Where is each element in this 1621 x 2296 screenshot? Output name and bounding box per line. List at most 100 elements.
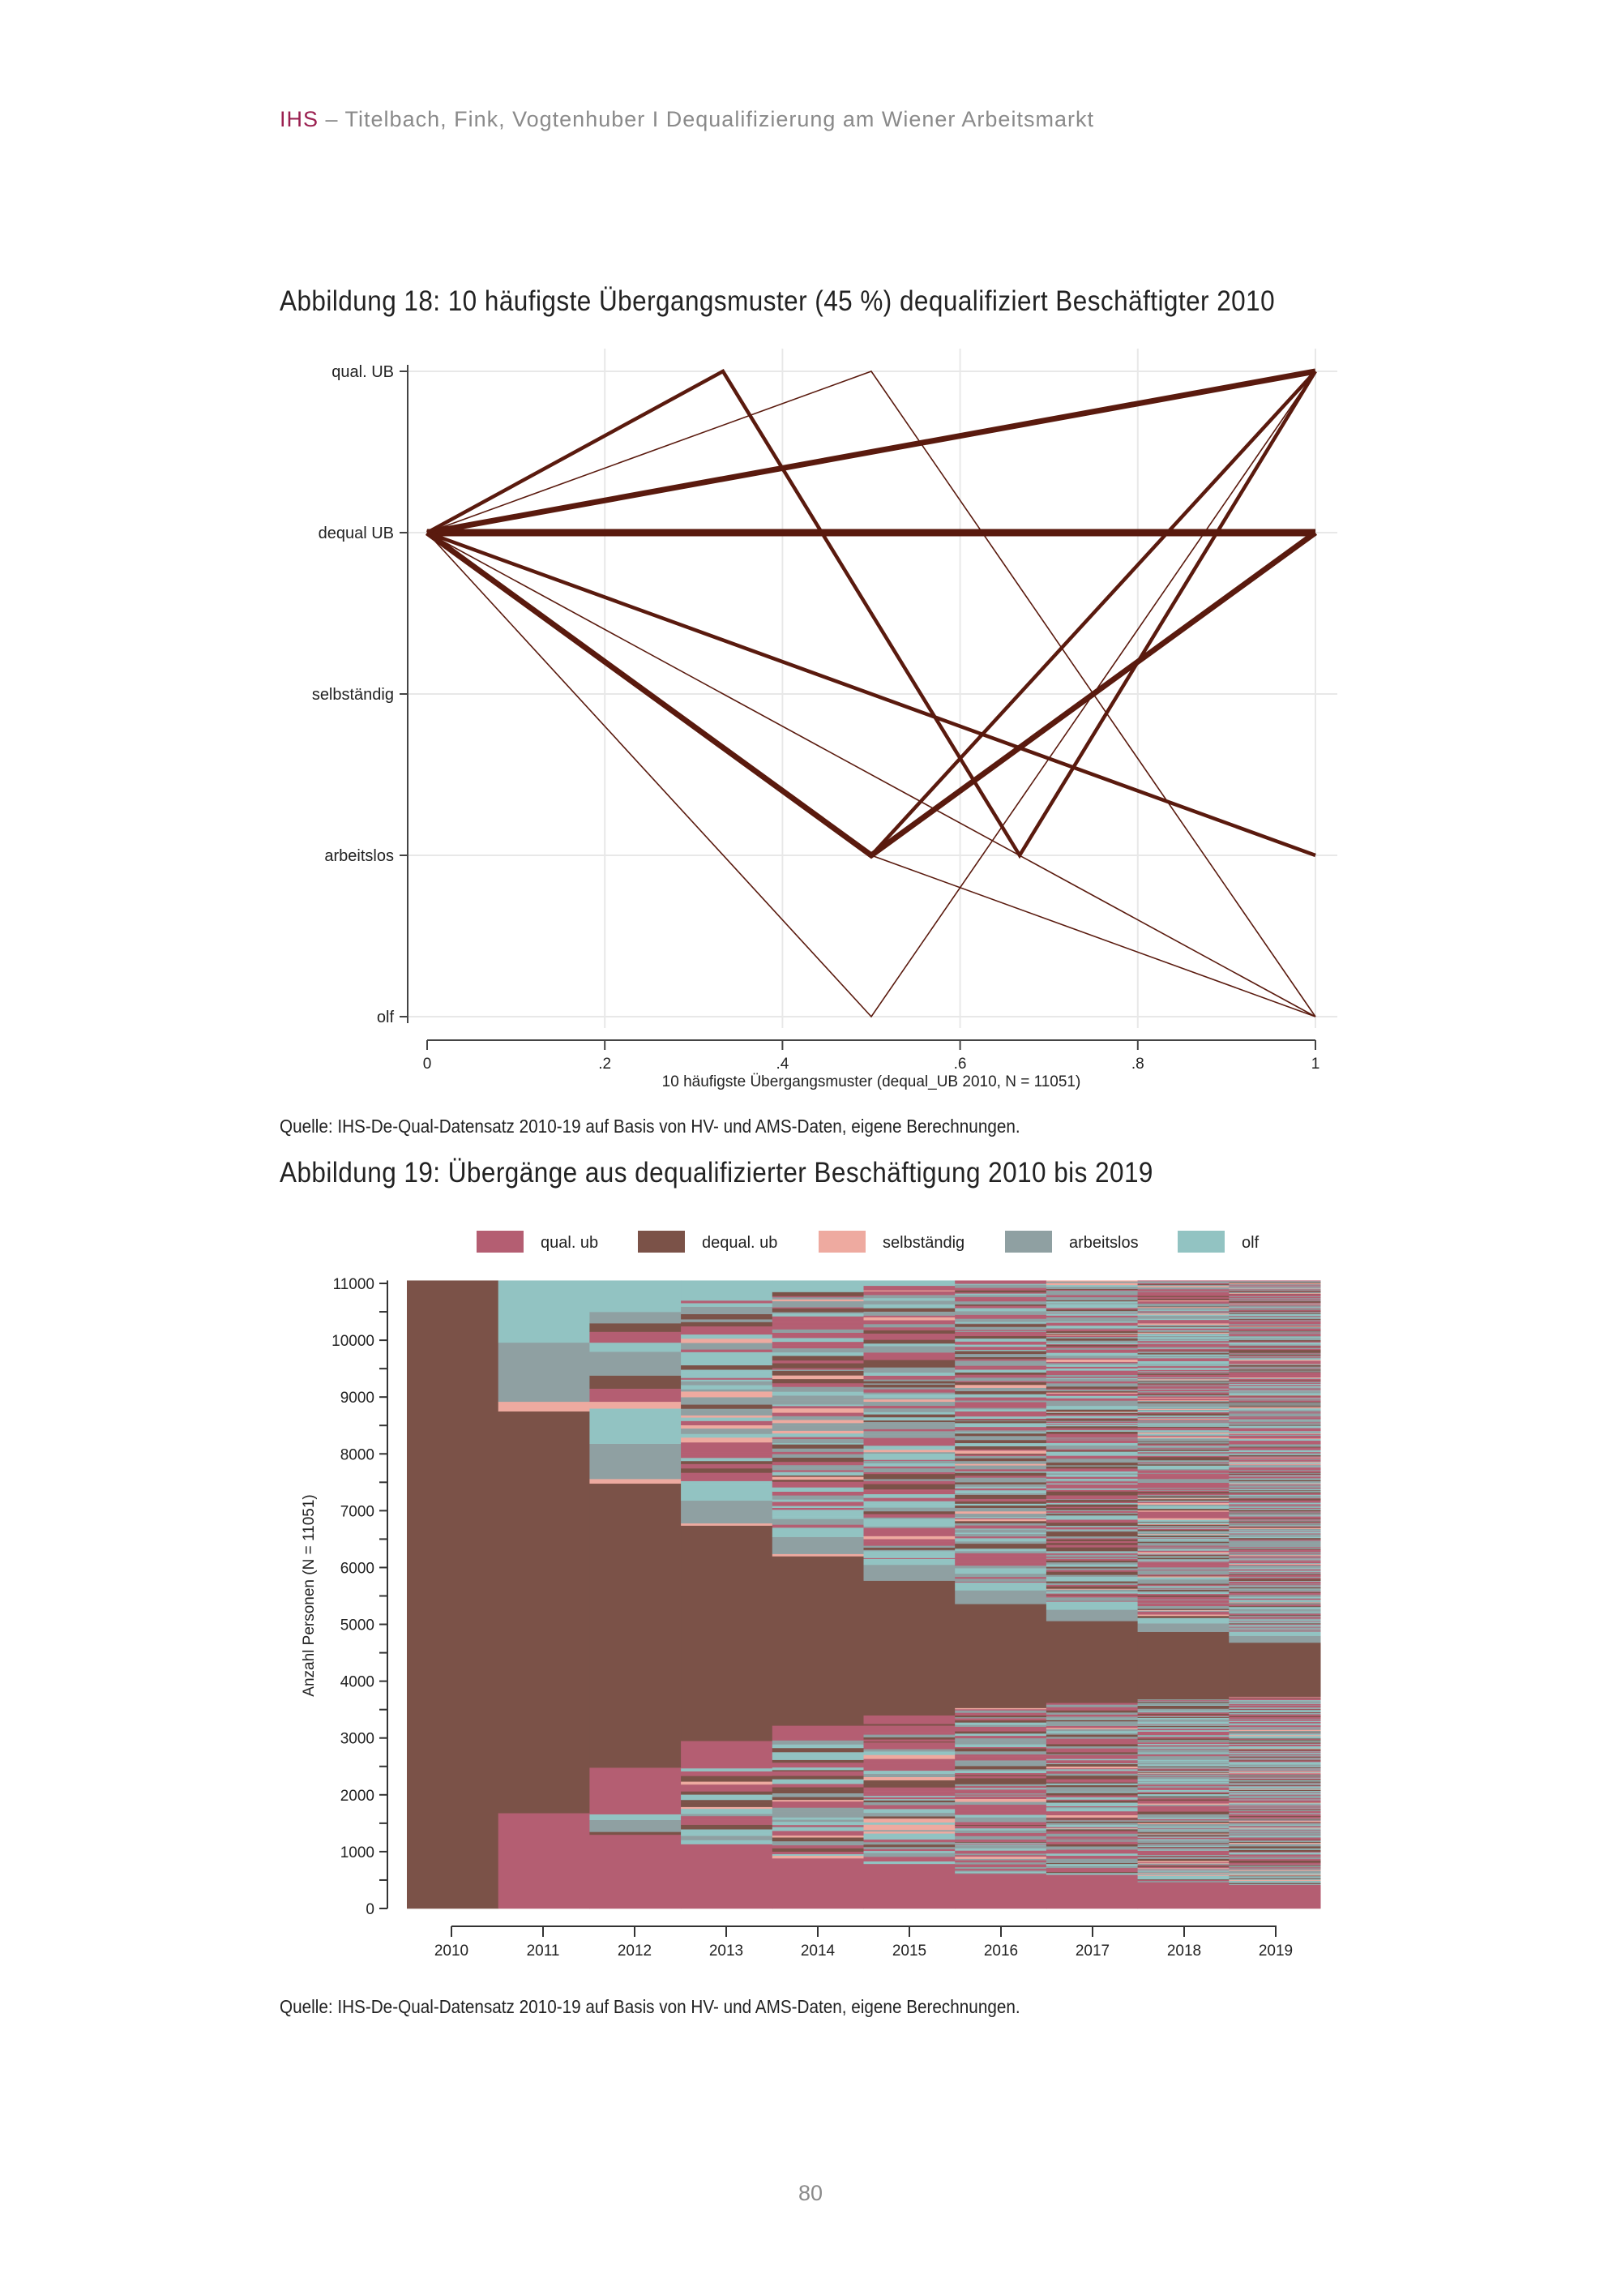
sequence-stripe bbox=[863, 1831, 956, 1834]
sequence-stripe bbox=[863, 1501, 956, 1505]
sequence-stripe bbox=[1046, 1497, 1139, 1500]
sequence-stripe bbox=[1137, 1880, 1230, 1883]
sequence-stripe bbox=[1229, 1498, 1321, 1500]
sequence-stripe bbox=[772, 1369, 864, 1372]
sequence-stripe bbox=[1046, 1836, 1139, 1839]
sequence-stripe bbox=[863, 1549, 956, 1552]
sequence-stripe bbox=[1046, 1503, 1139, 1505]
sequence-stripe bbox=[1137, 1436, 1230, 1438]
sequence-stripe bbox=[1229, 1447, 1321, 1450]
sequence-stripe bbox=[1229, 1313, 1321, 1316]
sequence-stripe bbox=[1137, 1790, 1230, 1792]
sequence-stripe bbox=[681, 1408, 773, 1411]
sequence-stripe bbox=[1229, 1445, 1321, 1447]
sequence-stripe bbox=[681, 1372, 773, 1375]
sequence-stripe bbox=[681, 1480, 773, 1485]
sequence-stripe bbox=[1046, 1437, 1139, 1439]
sequence-stripe bbox=[1229, 1305, 1321, 1308]
sequence-stripe bbox=[1229, 1334, 1321, 1335]
legend-swatch bbox=[638, 1231, 685, 1253]
sequence-stripe bbox=[681, 1410, 773, 1416]
x-tick-label: .8 bbox=[1131, 1056, 1144, 1073]
sequence-stripe bbox=[955, 1353, 1047, 1358]
sequence-stripe bbox=[1229, 1602, 1321, 1604]
sequence-stripe bbox=[1137, 1862, 1230, 1864]
sequence-stripe bbox=[1137, 1741, 1230, 1743]
sequence-stripe bbox=[1229, 1330, 1321, 1333]
sequence-stripe bbox=[1046, 1460, 1139, 1463]
sequence-stripe bbox=[1046, 1420, 1139, 1422]
state-block bbox=[863, 1868, 956, 1909]
sequence-stripe bbox=[1229, 1407, 1321, 1409]
sequence-stripe bbox=[1229, 1462, 1321, 1463]
sequence-stripe bbox=[772, 1296, 864, 1300]
sequence-stripe bbox=[1137, 1868, 1230, 1870]
state-block bbox=[772, 1725, 864, 1741]
sequence-stripe bbox=[1229, 1392, 1321, 1394]
sequence-stripe bbox=[772, 1326, 864, 1330]
sequence-stripe bbox=[1137, 1703, 1230, 1705]
sequence-stripe bbox=[1046, 1425, 1139, 1429]
sequence-stripe bbox=[1229, 1630, 1321, 1632]
sequence-stripe bbox=[1046, 1366, 1139, 1369]
sequence-stripe bbox=[863, 1379, 956, 1381]
sequence-stripe bbox=[1046, 1838, 1139, 1840]
sequence-stripe bbox=[1046, 1407, 1139, 1410]
state-block bbox=[1137, 1623, 1230, 1632]
sequence-stripe bbox=[1229, 1790, 1321, 1793]
sequence-stripe bbox=[955, 1568, 1047, 1571]
sequence-stripe bbox=[1229, 1401, 1321, 1403]
sequence-stripe bbox=[1229, 1702, 1321, 1703]
sequence-stripe bbox=[1137, 1740, 1230, 1741]
sequence-stripe bbox=[1046, 1524, 1139, 1527]
state-block bbox=[863, 1280, 956, 1287]
sequence-stripe bbox=[681, 1815, 773, 1820]
sequence-stripe bbox=[1046, 1519, 1139, 1523]
sequence-stripe bbox=[1229, 1864, 1321, 1866]
sequence-stripe bbox=[1137, 1878, 1230, 1880]
sequence-stripe bbox=[1137, 1756, 1230, 1758]
sequence-stripe bbox=[1137, 1710, 1230, 1711]
sequence-stripe bbox=[1137, 1402, 1230, 1403]
sequence-stripe bbox=[1229, 1772, 1321, 1774]
sequence-stripe bbox=[1229, 1298, 1321, 1300]
sequence-stripe bbox=[955, 1378, 1047, 1381]
sequence-stripe bbox=[863, 1297, 956, 1301]
sequence-stripe bbox=[1229, 1552, 1321, 1553]
sequence-stripe bbox=[1229, 1840, 1321, 1842]
sequence-stripe bbox=[1229, 1480, 1321, 1481]
sequence-stripe bbox=[1229, 1762, 1321, 1763]
sequence-stripe bbox=[1229, 1371, 1321, 1373]
sequence-stripe bbox=[1046, 1473, 1139, 1476]
sequence-stripe bbox=[1229, 1574, 1321, 1577]
sequence-stripe bbox=[1229, 1322, 1321, 1325]
sequence-stripe bbox=[955, 1776, 1047, 1779]
sequence-stripe bbox=[1229, 1848, 1321, 1850]
y-tick-label: 4000 bbox=[340, 1674, 374, 1691]
sequence-stripe bbox=[955, 1733, 1047, 1737]
sequence-stripe bbox=[1229, 1516, 1321, 1518]
sequence-stripe bbox=[1229, 1457, 1321, 1459]
sequence-stripe bbox=[1046, 1284, 1139, 1287]
y-axis-label: Anzahl Personen (N = 11051) bbox=[301, 1494, 318, 1696]
state-block bbox=[955, 1874, 1047, 1909]
sequence-stripe bbox=[955, 1761, 1047, 1764]
sequence-stripe bbox=[1137, 1389, 1230, 1391]
sequence-stripe bbox=[1046, 1773, 1139, 1776]
sequence-stripe bbox=[1046, 1874, 1139, 1878]
sequence-stripe bbox=[1137, 1421, 1230, 1423]
sequence-stripe bbox=[955, 1716, 1047, 1719]
sequence-stripe bbox=[1229, 1578, 1321, 1580]
sequence-stripe bbox=[1229, 1579, 1321, 1581]
sequence-stripe bbox=[1046, 1799, 1139, 1801]
sequence-stripe bbox=[1046, 1839, 1139, 1840]
sequence-stripe bbox=[1229, 1720, 1321, 1722]
sequence-stripe bbox=[955, 1508, 1047, 1512]
sequence-stripe bbox=[772, 1787, 864, 1790]
sequence-stripe bbox=[1137, 1575, 1230, 1577]
sequence-stripe bbox=[1137, 1556, 1230, 1557]
sequence-stripe bbox=[772, 1470, 864, 1472]
sequence-stripe bbox=[863, 1343, 956, 1347]
sequence-stripe bbox=[1229, 1390, 1321, 1392]
sequence-stripe bbox=[1137, 1409, 1230, 1411]
